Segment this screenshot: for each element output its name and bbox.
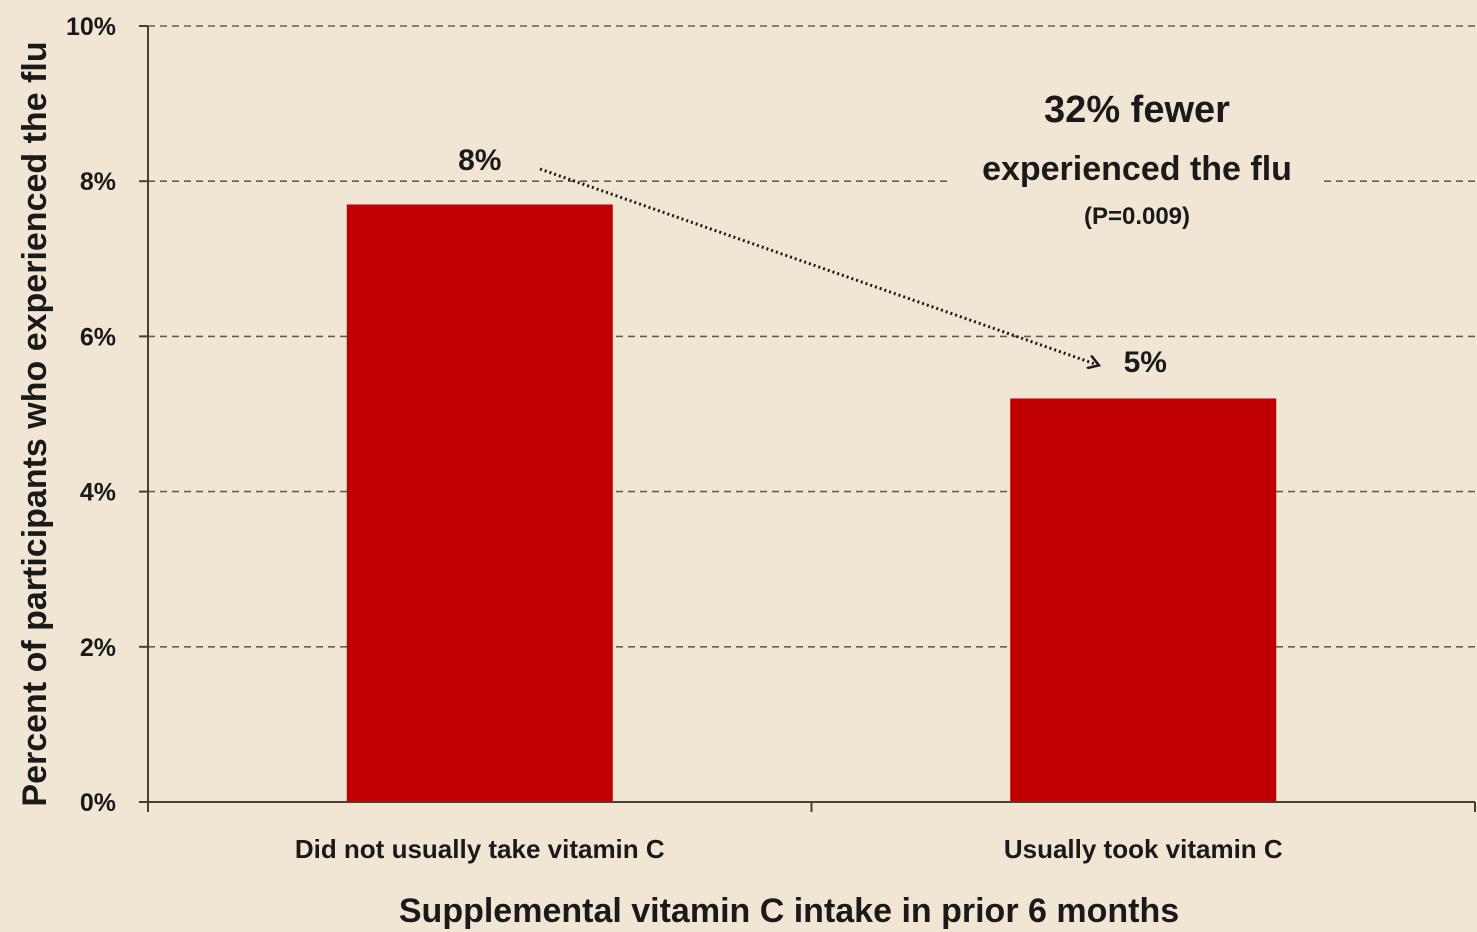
bar [346, 204, 613, 803]
annotation-background [952, 150, 1320, 240]
x-category-label: Usually took vitamin C [1004, 834, 1283, 864]
y-tick-label: 10% [66, 13, 116, 41]
data-label: 8% [458, 144, 501, 177]
y-tick-label: 4% [80, 479, 116, 507]
y-tick-label: 0% [80, 789, 116, 817]
y-tick-label: 8% [80, 168, 116, 196]
bar [1010, 398, 1277, 802]
annotation-pvalue: (P=0.009) [1084, 203, 1190, 230]
x-axis-title: Supplemental vitamin C intake in prior 6… [399, 892, 1179, 930]
decrease-arrow [539, 167, 1098, 365]
annotation-headline: 32% fewer [1044, 89, 1230, 131]
y-tick-label: 6% [80, 323, 116, 351]
x-category-label: Did not usually take vitamin C [295, 834, 665, 864]
data-label: 5% [1124, 346, 1167, 379]
annotation-subline: experienced the flu [982, 150, 1292, 188]
y-axis-title: Percent of participants who experienced … [16, 41, 54, 806]
y-tick-label: 2% [80, 634, 116, 662]
